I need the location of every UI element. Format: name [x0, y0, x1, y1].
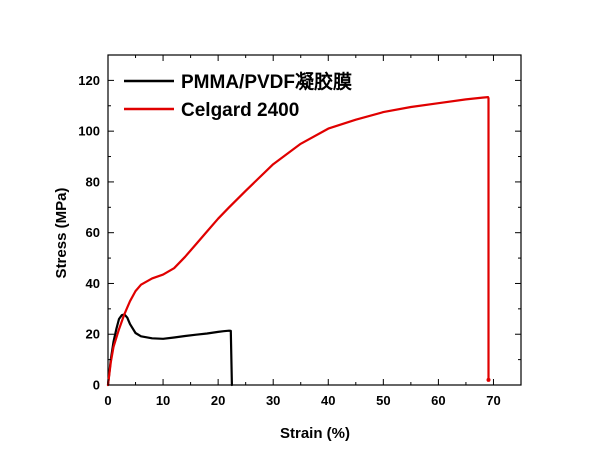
- legend: PMMA/PVDF凝胶膜 Celgard 2400: [124, 70, 352, 121]
- x-tick-label: 40: [321, 393, 335, 408]
- x-tick-label: 50: [376, 393, 390, 408]
- y-axis-ticks: 0 20 40 60 80 100 120: [78, 73, 521, 393]
- legend-label-celgard: Celgard 2400: [181, 100, 299, 121]
- y-tick-label: 0: [93, 378, 100, 393]
- x-tick-label: 10: [156, 393, 170, 408]
- plot-border: [107, 54, 522, 386]
- x-tick-label: 30: [266, 393, 280, 408]
- y-tick-label: 40: [86, 276, 100, 291]
- series-line-pmma-pvdf: [106, 313, 233, 387]
- y-axis-title: Stress (MPa): [53, 188, 70, 279]
- x-tick-label: 20: [211, 393, 225, 408]
- x-tick-label: 60: [431, 393, 445, 408]
- series-end-point: [486, 377, 491, 382]
- y-tick-label: 120: [78, 73, 100, 88]
- series-line-celgard: [106, 96, 490, 387]
- x-tick-label: 70: [486, 393, 500, 408]
- x-axis-ticks: 0 10 20 30 40 50 60 70: [104, 55, 501, 408]
- x-tick-label: 0: [104, 393, 111, 408]
- y-tick-label: 100: [78, 124, 100, 139]
- x-axis-title: Strain (%): [280, 425, 350, 442]
- y-tick-label: 20: [86, 327, 100, 342]
- series-layer: [106, 96, 491, 387]
- legend-label-pmma-pvdf: PMMA/PVDF凝胶膜: [181, 70, 352, 93]
- y-tick-label: 60: [86, 225, 100, 240]
- plot-frame: [107, 54, 522, 386]
- y-tick-label: 80: [86, 174, 100, 189]
